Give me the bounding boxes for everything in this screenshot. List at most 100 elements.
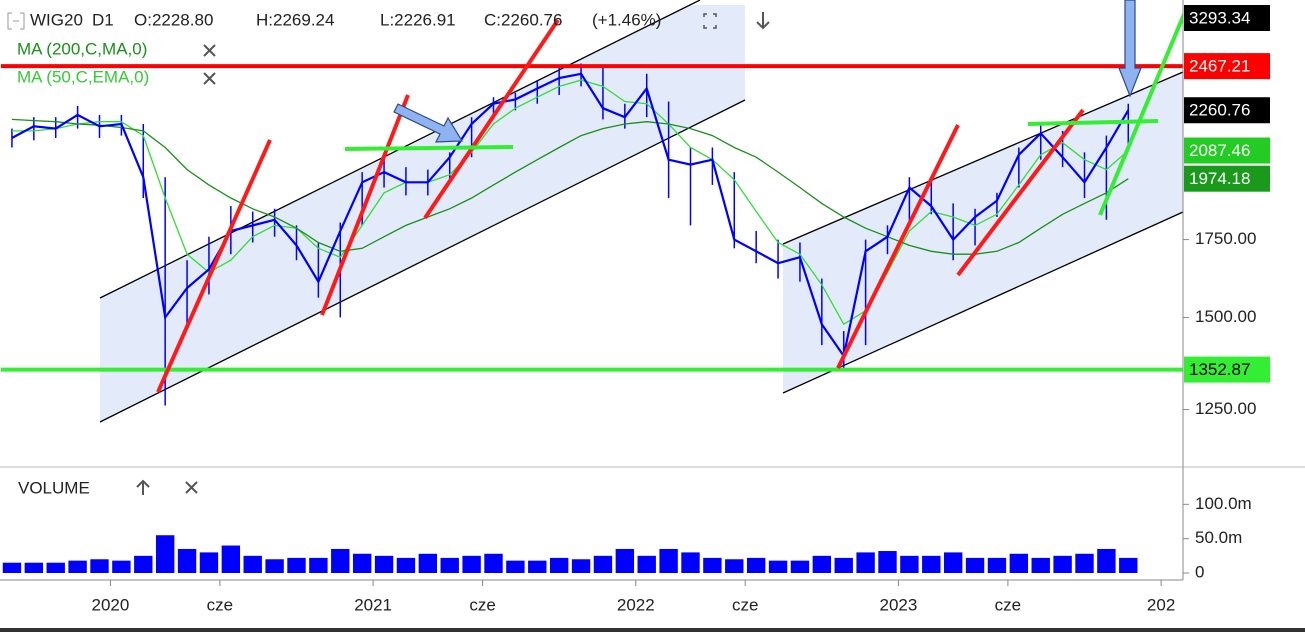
- volume-bar: [134, 555, 153, 573]
- volume-bar: [571, 559, 591, 573]
- price-label-box: [1184, 356, 1270, 383]
- volume-bar: [462, 555, 481, 573]
- volume-bar: [528, 560, 547, 573]
- volume-bar: [637, 555, 656, 573]
- trend-lines: [156, 18, 1085, 393]
- fullscreen-icon[interactable]: [703, 13, 717, 29]
- volume-bar: [900, 555, 919, 573]
- volume-bar: [746, 557, 766, 573]
- volume-bar: [199, 552, 219, 573]
- level-line: [1027, 119, 1159, 126]
- y-tick-label: 1500.00: [1195, 307, 1256, 326]
- volume-bar: [112, 560, 131, 573]
- collapse-icon[interactable]: [7, 12, 25, 30]
- volume-bar: [1075, 553, 1094, 573]
- volume-bar: [418, 553, 438, 573]
- legend-entry: MA (50,C,EMA,0): [17, 67, 149, 86]
- x-tick-label: cze: [207, 595, 233, 614]
- volume-bar: [1119, 557, 1138, 573]
- open: O:2228.80: [134, 10, 213, 29]
- legend-entry: MA (200,C,MA,0): [17, 39, 147, 58]
- volume-bar: [812, 555, 832, 573]
- green-lines: [344, 11, 1183, 216]
- volume-bar: [68, 560, 87, 573]
- y-tick-label: 100.0m: [1195, 494, 1252, 513]
- price-label: 3293.34: [1189, 8, 1250, 27]
- x-tick-label: cze: [732, 595, 758, 614]
- trend-line: [836, 124, 960, 369]
- high: H:2269.24: [256, 10, 334, 29]
- volume-bar: [768, 560, 788, 573]
- volume-bar: [922, 555, 941, 573]
- x-tick-label: 2023: [880, 595, 918, 614]
- change: (+1.46%): [592, 10, 661, 29]
- price-label-box: [1184, 165, 1270, 192]
- volume-bar: [703, 557, 722, 573]
- volume-bar: [943, 552, 963, 573]
- volume-bar: [331, 548, 350, 573]
- price-label: 2087.46: [1189, 141, 1250, 160]
- volume-bar: [549, 557, 569, 573]
- price-label-box: [1184, 5, 1270, 31]
- volume-bar: [965, 557, 985, 573]
- volume-bar: [374, 555, 394, 573]
- volume-bar: [221, 545, 241, 573]
- price-label: 2260.76: [1189, 101, 1250, 120]
- series-line: [11, 118, 1129, 255]
- symbol: WIG20: [30, 10, 83, 29]
- x-tick-label: 2022: [617, 595, 655, 614]
- x-tick-label: cze: [469, 595, 495, 614]
- price-label: 1352.87: [1189, 360, 1250, 379]
- close-icon[interactable]: [203, 44, 216, 57]
- channel-fill: [783, 72, 1183, 393]
- volume-bar: [24, 562, 44, 573]
- series-line: [11, 72, 1130, 359]
- volume-bar: [987, 557, 1007, 573]
- volume-bar: [484, 553, 503, 573]
- volume-bar: [2, 562, 22, 573]
- y-tick-label: 1750.00: [1195, 229, 1256, 248]
- volume-bar: [1097, 548, 1116, 573]
- volume-bar: [440, 557, 459, 573]
- volume-bar: [243, 555, 262, 573]
- price-label-box: [1184, 97, 1270, 124]
- x-tick-label: 202: [1147, 595, 1175, 614]
- volume-bar: [1009, 553, 1029, 573]
- low: L:2226.91: [380, 10, 456, 29]
- trend-line: [423, 18, 560, 220]
- volume-bar: [615, 548, 635, 573]
- volume-bar: [878, 551, 897, 573]
- volume-bar: [46, 562, 65, 573]
- volume-bar: [309, 557, 328, 573]
- price-label: 2467.21: [1189, 57, 1250, 76]
- volume-bar: [1053, 555, 1072, 573]
- y-tick-label: 1250.00: [1195, 399, 1256, 418]
- volume-bar: [265, 559, 284, 573]
- volume-bar: [177, 548, 197, 573]
- channel-line: [782, 211, 1183, 394]
- volume-bar: [506, 560, 525, 573]
- arrow: [1118, 0, 1142, 98]
- trend-line: [956, 108, 1085, 277]
- close: C:2260.76: [484, 10, 562, 29]
- data-layer: [1, 63, 1183, 406]
- volume-bar: [1031, 557, 1050, 573]
- volume-pane: [2, 535, 1138, 573]
- timeframe: D1: [92, 10, 114, 29]
- volume-bar: [681, 552, 700, 573]
- arrow: [393, 103, 464, 143]
- volume-bar: [659, 548, 678, 573]
- x-tick-label: cze: [995, 595, 1021, 614]
- series-line: [11, 79, 1129, 326]
- volume-bar: [287, 557, 306, 573]
- close-icon[interactable]: [203, 72, 216, 85]
- x-tick-label: 2021: [354, 595, 392, 614]
- close-icon[interactable]: [185, 481, 198, 494]
- price-label-box: [1184, 53, 1270, 80]
- channel-line: [782, 71, 1183, 245]
- price-label-box: [1184, 137, 1270, 164]
- move-up-icon[interactable]: [136, 479, 150, 495]
- volume-bar: [90, 559, 109, 573]
- download-icon[interactable]: [756, 12, 770, 30]
